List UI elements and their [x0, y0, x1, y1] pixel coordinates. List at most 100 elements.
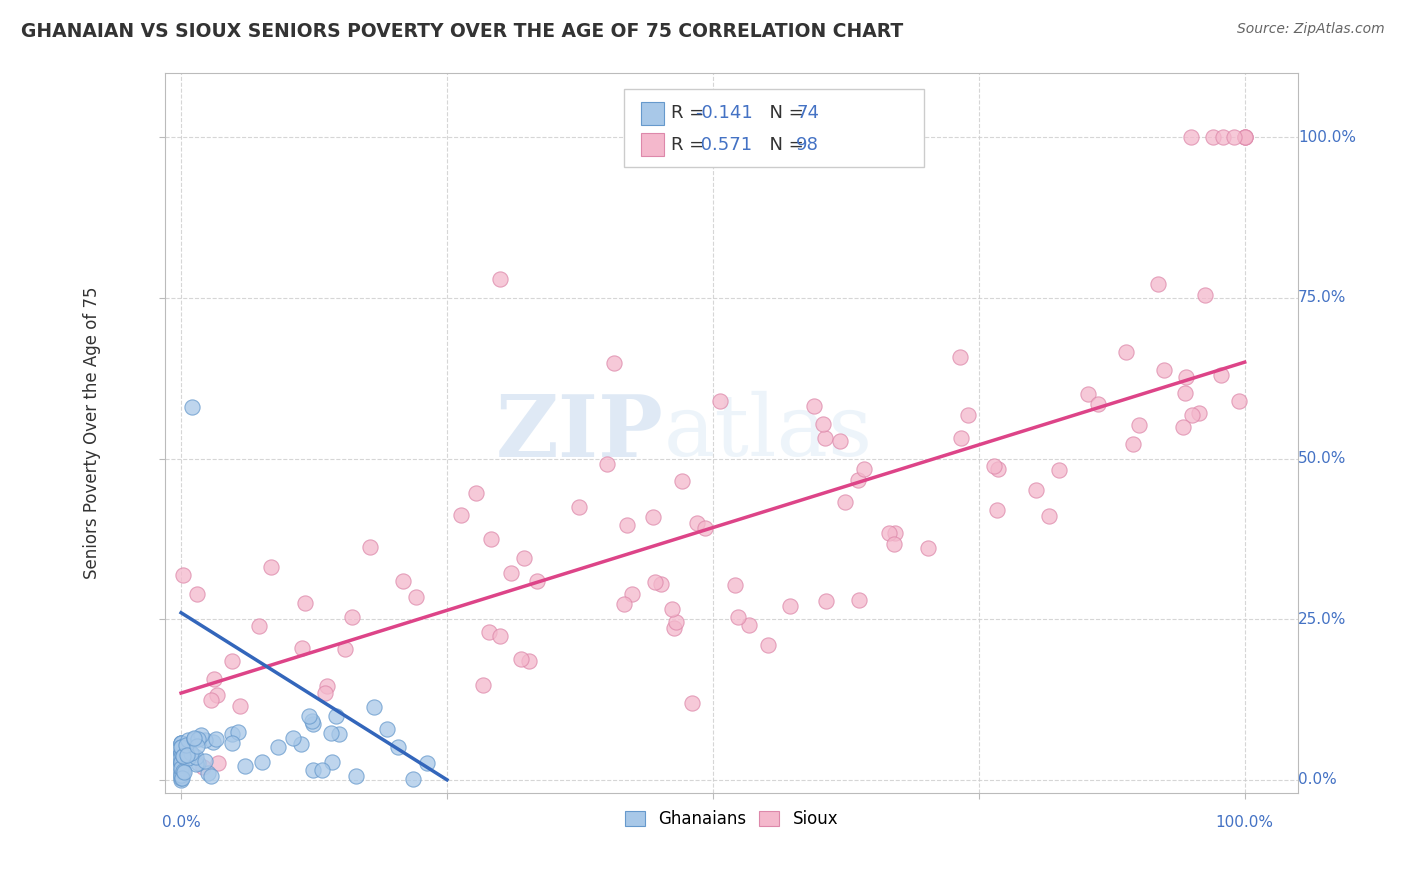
Point: [1128, 417, 1150, 432]
Point: [207, 756, 229, 771]
Text: R =: R =: [672, 136, 710, 154]
Point: [803, 399, 825, 413]
Point: [779, 599, 801, 613]
Text: 75.0%: 75.0%: [1298, 291, 1346, 305]
Point: [170, 771, 193, 785]
Point: [311, 763, 333, 777]
Point: [170, 764, 193, 778]
Point: [187, 731, 209, 746]
Point: [200, 692, 222, 706]
Point: [1223, 130, 1246, 145]
Point: [316, 680, 339, 694]
Point: [621, 587, 644, 601]
Point: [852, 462, 875, 476]
Bar: [641, 134, 664, 156]
Point: [1233, 130, 1256, 145]
Point: [662, 621, 685, 635]
Point: [205, 688, 228, 702]
Point: [183, 731, 205, 746]
Point: [183, 731, 205, 745]
Point: [170, 746, 193, 760]
Point: [177, 751, 200, 765]
Point: [194, 755, 217, 769]
Point: [172, 764, 194, 779]
Point: [170, 740, 193, 755]
Point: [479, 533, 502, 547]
Point: [471, 678, 494, 692]
Point: [1229, 394, 1251, 409]
Point: [170, 736, 193, 750]
Text: ZIP: ZIP: [496, 391, 664, 475]
Point: [450, 508, 472, 523]
Point: [260, 560, 283, 574]
Point: [186, 587, 208, 601]
Point: [1077, 387, 1099, 401]
Point: [321, 755, 343, 769]
Point: [170, 753, 193, 767]
Point: [917, 541, 939, 556]
Point: [686, 516, 709, 530]
Point: [596, 457, 619, 471]
Point: [170, 756, 193, 771]
Point: [359, 540, 381, 554]
Point: [204, 731, 226, 746]
Point: [643, 509, 665, 524]
Point: [180, 400, 202, 414]
Point: [197, 765, 219, 780]
Point: [1025, 483, 1047, 497]
Point: [987, 462, 1010, 476]
Point: [519, 654, 541, 668]
Point: [294, 596, 316, 610]
Text: 0.0%: 0.0%: [1298, 772, 1337, 788]
Point: [291, 640, 314, 655]
Point: [1047, 463, 1070, 477]
Point: [184, 757, 207, 772]
Bar: [641, 102, 664, 125]
Point: [202, 734, 225, 748]
Point: [170, 748, 193, 763]
Point: [170, 755, 193, 769]
Point: [1188, 406, 1211, 420]
Point: [221, 736, 243, 750]
Point: [613, 598, 636, 612]
Point: [186, 739, 208, 753]
Point: [644, 574, 666, 589]
Point: [176, 748, 198, 763]
Point: [1122, 437, 1144, 451]
Point: [986, 503, 1008, 517]
Point: [392, 574, 415, 589]
Point: [173, 765, 195, 780]
Point: [172, 749, 194, 764]
Point: [170, 750, 193, 764]
Point: [1174, 386, 1197, 401]
Text: 50.0%: 50.0%: [1298, 451, 1346, 466]
Point: [811, 417, 834, 432]
Point: [170, 736, 193, 750]
Point: [709, 394, 731, 409]
Point: [526, 574, 548, 589]
Point: [489, 629, 512, 643]
Text: -0.141: -0.141: [695, 104, 754, 122]
Point: [233, 758, 256, 772]
Point: [671, 474, 693, 488]
Point: [846, 473, 869, 487]
Point: [499, 566, 522, 580]
Point: [170, 753, 193, 767]
Point: [170, 736, 193, 750]
Point: [1212, 130, 1234, 145]
Point: [513, 551, 536, 566]
Point: [221, 654, 243, 668]
Point: [1233, 130, 1256, 145]
Point: [464, 485, 486, 500]
Point: [738, 618, 761, 632]
Point: [328, 726, 350, 740]
Point: [387, 740, 409, 755]
Point: [170, 768, 193, 782]
Text: 100.0%: 100.0%: [1216, 815, 1274, 830]
Point: [568, 500, 591, 515]
Point: [194, 733, 217, 747]
Text: N =: N =: [758, 136, 808, 154]
Point: [489, 271, 512, 285]
Point: [1211, 368, 1233, 382]
Legend: Ghanaians, Sioux: Ghanaians, Sioux: [619, 804, 845, 835]
